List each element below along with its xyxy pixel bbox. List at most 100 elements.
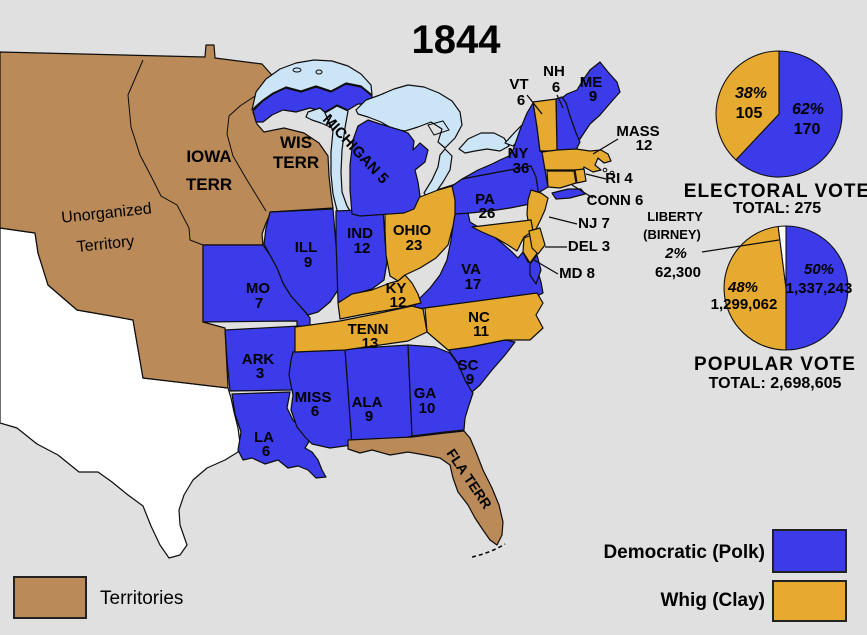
label-mass-votes: 12 [636,137,653,154]
label-nc-votes: 11 [473,323,489,340]
state-kentucky [337,274,422,320]
superior-island [315,69,323,75]
leader-nj [548,216,578,225]
state-new-jersey [526,189,549,232]
label-nc: NC [468,309,490,326]
state-delaware [528,227,546,255]
label-ny-votes: 36 [513,160,530,177]
label-ill-votes: 9 [304,254,312,271]
popular-total: TOTAL: 2,698,605 [709,375,842,392]
border-wis-iowa [226,95,267,212]
label-ala: ALA [352,394,383,411]
label-ark-votes: 3 [256,365,264,382]
electoral-heading: ELECTORAL VOTE [684,181,867,202]
democratic-swatch [772,529,847,573]
label-me-votes: 9 [589,88,597,105]
label-iowa-1: IOWA [186,147,231,166]
label-vt: VT [509,76,528,93]
state-tennessee [294,305,428,353]
label-va: VA [461,261,481,278]
label-mo: MO [246,280,270,297]
territories-label: Territories [100,588,183,609]
label-ind-votes: 12 [354,240,371,257]
label-ga: GA [414,385,437,402]
label-miss-votes: 6 [311,403,319,420]
leader-nh [556,94,564,109]
leader-mass [592,138,619,155]
electoral-slice-whig [715,50,780,161]
label-ny: NY [508,145,529,162]
electoral-whig-pct: 38% [735,85,767,102]
label-md: MD 8 [559,265,595,282]
label-ohio-votes: 23 [406,237,423,254]
map-title: 1844 [412,18,502,62]
label-ala-votes: 9 [365,408,373,425]
legend-parties: Democratic (Polk) Whig (Clay) [603,529,847,622]
label-tenn: TENN [348,321,389,338]
liberty-label-2: (BIRNEY) [643,227,701,242]
state-maryland [471,219,534,252]
popular-slice-liberty [777,225,787,289]
state-north-carolina [424,292,544,351]
label-ky-votes: 12 [390,294,407,311]
popular-whig-val: 1,299,062 [711,296,778,313]
label-ga-votes: 10 [419,400,436,417]
electoral-dem-pct: 62% [792,101,824,118]
label-conn: CONN 6 [587,192,644,209]
territory-west [0,44,334,389]
territories-swatch [13,576,87,619]
label-la: LA [254,429,274,446]
label-ind: IND [347,225,373,242]
label-unorganized-2: Territory [76,233,135,256]
huron-island [427,120,450,136]
leader-ri [585,173,607,180]
democratic-label: Democratic (Polk) [603,542,765,563]
label-va-votes: 17 [465,276,482,293]
label-pa: PA [475,191,495,208]
label-iowa-2: TERR [186,175,232,194]
label-ky: KY [386,280,407,297]
popular-dem-val: 1,337,243 [786,280,853,297]
popular-dem-pct: 50% [804,261,834,278]
electoral-total: TOTAL: 275 [733,200,821,217]
label-ri: RI 4 [605,170,633,187]
popular-pie-chart: 50% 1,337,243 48% 1,299,062 LIBERTY (BIR… [643,209,855,392]
label-nh: NH [543,63,565,80]
whig-swatch [772,580,847,622]
label-del: DEL 3 [568,238,610,255]
electoral-dem-val: 170 [794,121,821,138]
state-georgia [407,344,474,437]
label-sc-votes: 9 [466,371,474,388]
label-mass: MASS [616,123,659,140]
liberty-val: 62,300 [655,264,701,281]
legend-territories: Territories [13,576,183,619]
florida-keys [471,543,506,558]
popular-slice-whig [723,225,787,351]
label-la-votes: 6 [262,443,270,460]
state-connecticut [546,170,577,189]
popular-slice-democratic [785,225,849,351]
liberty-pct: 2% [664,245,687,262]
green-bay [305,107,331,128]
label-ohio: OHIO [393,222,432,239]
label-pa-votes: 26 [479,205,496,222]
coastal-island [602,167,608,173]
electoral-pie-chart: 38% 105 62% 170 ELECTORAL VOTE TOTAL: 27… [684,50,867,217]
superior-island [292,67,302,73]
label-wis-1: WIS [280,133,312,152]
lake-superior [251,59,373,111]
label-nh-votes: 6 [552,79,560,96]
label-nj: NJ 7 [578,215,610,232]
leader-conn [571,184,594,199]
coastal-island [609,170,615,176]
label-ark: ARK [242,351,275,368]
electoral-whig-val: 105 [736,105,763,122]
state-michigan-lower [349,119,429,217]
label-mo-votes: 7 [255,295,263,312]
leader-md [533,259,559,275]
leader-liberty [701,239,780,253]
popular-whig-pct: 48% [727,279,758,296]
electoral-slice-democratic [735,50,843,178]
